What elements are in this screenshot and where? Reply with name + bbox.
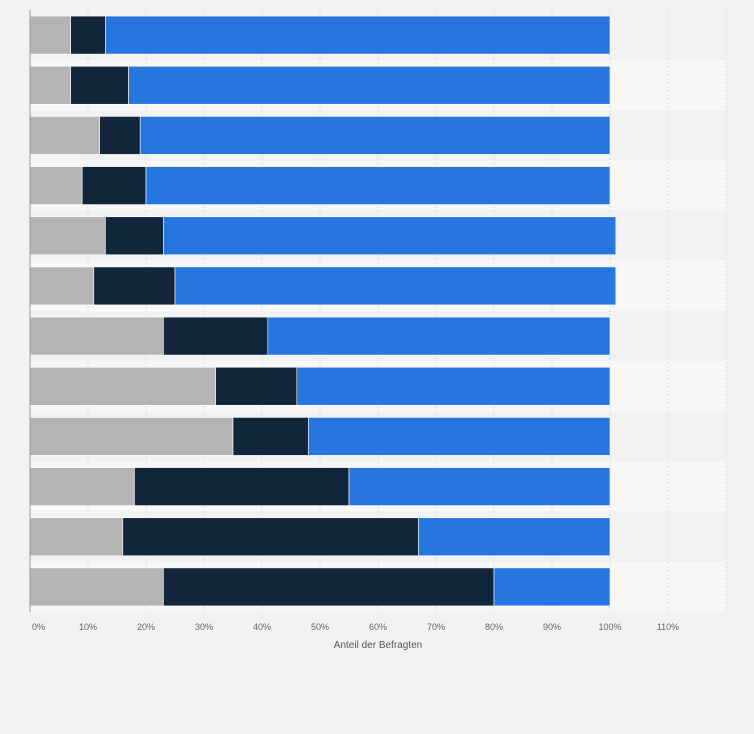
bar-segment-series-1 <box>29 517 124 557</box>
bar-segment-series-1 <box>29 366 216 406</box>
gridlines <box>87 10 727 612</box>
x-tick-label: 10% <box>79 622 97 632</box>
bar-segment-series-2 <box>70 15 106 55</box>
x-tick-label: 50% <box>311 622 329 632</box>
bar-segment-series-2 <box>163 316 269 356</box>
bar-segment-series-3 <box>308 417 611 456</box>
bar-segment-series-3 <box>128 65 611 105</box>
x-tick-label: 0% <box>32 622 45 632</box>
x-tick-labels: 0% 10% 20% 30% 40% 50% 60% 70% 80% 90% 100% 110% <box>32 622 679 632</box>
x-tick-label: 20% <box>137 622 155 632</box>
bar-segment-series-1 <box>29 15 71 55</box>
bar-segment-series-1 <box>29 316 164 356</box>
bar-segment-series-3 <box>348 467 611 506</box>
bar-segment-series-2 <box>215 366 298 406</box>
bar-segment-series-2 <box>134 467 350 506</box>
bar-segment-series-2 <box>99 116 141 155</box>
bar-segment-series-1 <box>29 65 71 105</box>
bar-segment-series-1 <box>29 166 83 205</box>
x-axis-label: Anteil der Befragten <box>334 640 422 651</box>
bar-segment-series-1 <box>29 116 100 155</box>
bar-segment-series-1 <box>29 417 234 456</box>
bar-segment-series-2 <box>163 567 495 607</box>
x-tick-label: 110% <box>657 622 679 632</box>
bar-segment-series-1 <box>29 567 164 607</box>
bar-segment-series-2 <box>122 517 419 557</box>
bar-segment-series-3 <box>493 567 611 607</box>
x-tick-label: 30% <box>195 622 213 632</box>
bar-segment-series-1 <box>29 266 95 306</box>
bar-segment-series-1 <box>29 467 135 506</box>
bar-segment-series-2 <box>105 216 164 256</box>
bar-segment-series-3 <box>267 316 611 356</box>
bar-segment-series-3 <box>145 166 611 205</box>
bar-segment-series-3 <box>163 216 617 256</box>
x-tick-label: 80% <box>485 622 503 632</box>
bar-segment-series-3 <box>174 266 617 306</box>
bar-segment-series-2 <box>70 65 129 105</box>
bar-segment-series-3 <box>105 15 611 55</box>
x-tick-label: 90% <box>543 622 561 632</box>
bar-segment-series-3 <box>139 116 611 155</box>
bar-segment-series-2 <box>232 417 309 456</box>
bar-segment-series-2 <box>93 266 176 306</box>
bar-segment-series-3 <box>418 517 611 557</box>
x-tick-label: 100% <box>598 622 621 632</box>
bars <box>29 15 617 607</box>
bar-segment-series-2 <box>81 166 147 205</box>
x-tick-label: 70% <box>427 622 445 632</box>
bar-segment-series-1 <box>29 216 106 256</box>
bar-segment-series-3 <box>296 366 611 406</box>
x-tick-label: 60% <box>369 622 387 632</box>
x-tick-label: 40% <box>253 622 271 632</box>
